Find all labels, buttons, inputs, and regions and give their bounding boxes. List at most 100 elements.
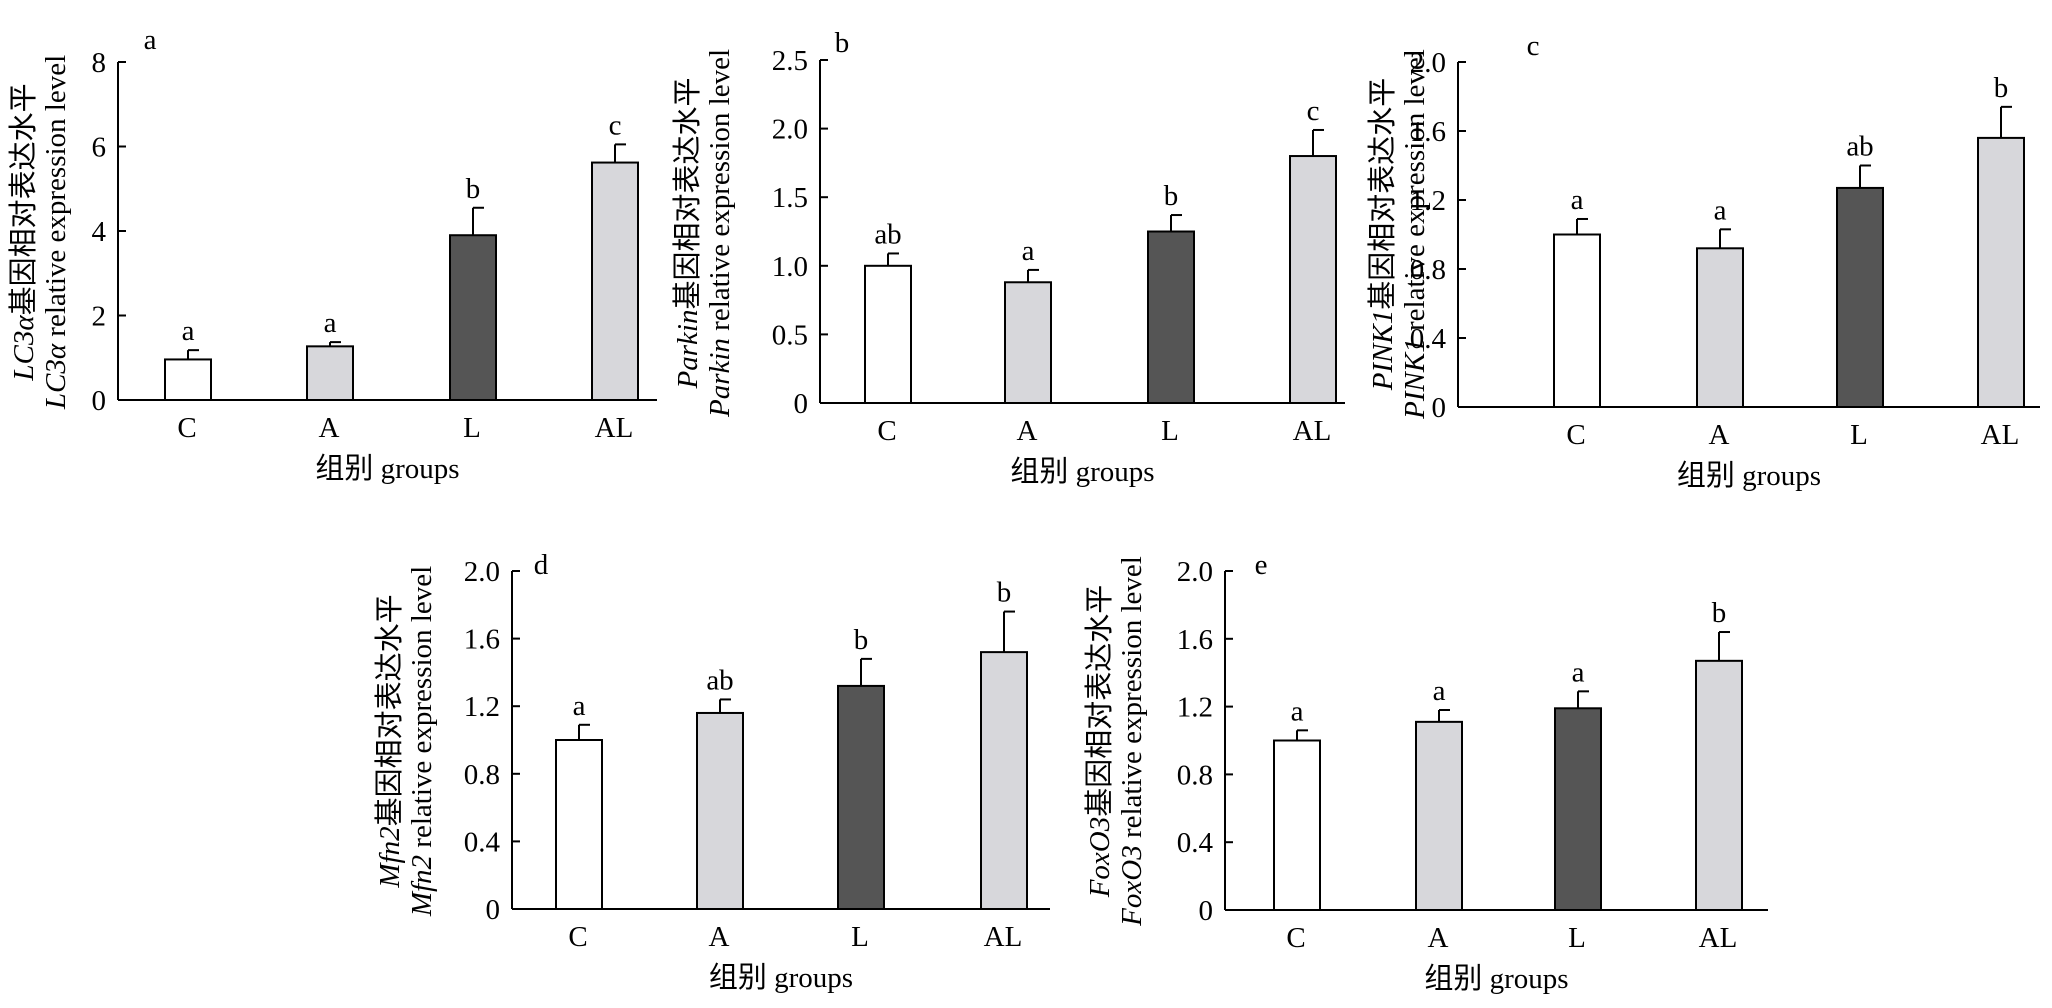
bar-AL	[591, 161, 639, 401]
gene-name: LC3α	[8, 315, 40, 382]
chart-panel-a: 0 2 4 6 8 a Ca Ab Lc AL 组别 groups a LC3α基因相对表达水平LC3α…	[7, 24, 657, 485]
significance-label-A: a	[324, 307, 337, 339]
y-axis-title-text: 基因相对表达水平	[7, 83, 40, 315]
bar-C	[555, 739, 603, 910]
x-tick-label-AL: AL	[984, 921, 1023, 953]
x-axis-title: 组别 groups	[1424, 962, 1568, 995]
y-tick-label: 0	[1199, 895, 1214, 927]
y-axis-title-zh: Mfn2基因相对表达水平	[373, 594, 406, 888]
significance-label-L: ab	[1846, 131, 1873, 163]
chart-panel-d: 0 0.4 0.8 1.2 1.6 2.0 a Cab Ab Lb AL 组别 groups d Mfn2…	[373, 549, 1050, 994]
y-tick-label: 1.6	[464, 624, 500, 656]
x-tick-label-C: C	[1566, 419, 1585, 451]
gene-name: FoxO3	[1084, 817, 1116, 899]
x-tick-label-C: C	[177, 412, 196, 444]
gene-name: PINK1	[1367, 310, 1399, 392]
gene-name: Mfn2	[406, 855, 438, 917]
panel-label: d	[534, 549, 549, 581]
bar-AL	[1977, 136, 2025, 408]
y-tick-label: 2.5	[772, 45, 808, 77]
significance-label-AL: c	[1307, 95, 1320, 127]
significance-label-A: a	[1022, 235, 1035, 267]
y-axis-title-text: relative expression level	[704, 49, 736, 338]
bar-C	[1273, 739, 1321, 911]
y-tick-label: 0.5	[772, 319, 808, 351]
y-tick-label: 0.8	[464, 759, 500, 791]
bar-A	[1415, 720, 1463, 911]
x-axis-title: 组别 groups	[709, 961, 853, 994]
bar-L	[1147, 230, 1195, 404]
x-tick-label-AL: AL	[1293, 415, 1332, 447]
y-axis-title-en: Parkin relative expression level	[704, 49, 736, 418]
gene-name: Parkin	[672, 310, 704, 390]
significance-label-L: b	[1164, 180, 1179, 212]
x-tick-label-L: L	[1850, 419, 1868, 451]
y-axis-title-text: 基因相对表达水平	[373, 594, 406, 826]
x-tick-label-L: L	[851, 921, 869, 953]
x-tick-label-L: L	[1161, 415, 1179, 447]
bar-A	[1004, 281, 1052, 405]
significance-label-C: a	[182, 315, 195, 347]
bar-A	[1696, 247, 1744, 408]
bar-C	[1553, 233, 1601, 408]
bar-C	[864, 264, 912, 404]
significance-label-L: a	[1572, 656, 1585, 688]
significance-label-AL: b	[1994, 72, 2009, 104]
x-tick-label-A: A	[319, 412, 340, 444]
y-tick-label: 2	[92, 301, 107, 333]
y-axis-title-en: PINK1 relative expression level	[1399, 49, 1431, 420]
y-axis-title-text: relative expression level	[1116, 556, 1148, 845]
y-tick-label: 0	[1432, 392, 1447, 424]
gene-name: Mfn2	[374, 826, 406, 888]
y-tick-label: 6	[92, 132, 107, 164]
bar-AL	[1289, 155, 1337, 404]
y-tick-label: 1.5	[772, 182, 808, 214]
y-tick-label: 1.2	[1177, 692, 1213, 724]
y-axis-title-text: 基因相对表达水平	[671, 78, 704, 310]
bar-C	[164, 358, 212, 402]
y-tick-label: 0.4	[1177, 827, 1214, 859]
y-tick-label: 0	[486, 894, 501, 926]
panel-label: b	[835, 27, 850, 59]
x-tick-label-C: C	[1286, 922, 1305, 954]
significance-label-A: a	[1714, 194, 1727, 226]
bar-A	[696, 711, 744, 911]
y-tick-label: 0	[92, 385, 107, 417]
bar-AL	[980, 651, 1028, 910]
panel-label: a	[144, 24, 157, 56]
y-axis-title-text: 基因相对表达水平	[1083, 585, 1116, 817]
significance-label-AL: b	[997, 577, 1012, 609]
y-tick-label: 4	[92, 216, 107, 248]
significance-label-AL: c	[609, 109, 622, 141]
y-tick-label: 2.0	[772, 114, 808, 146]
panel-label: c	[1527, 30, 1540, 62]
bar-L	[837, 684, 885, 910]
significance-label-C: a	[1291, 695, 1304, 727]
y-tick-label: 0.4	[1410, 323, 1447, 355]
gene-name: PINK1	[1399, 338, 1431, 420]
y-tick-label: 0.8	[1177, 759, 1213, 791]
x-tick-label-C: C	[568, 921, 587, 953]
y-tick-label: 2.0	[1410, 47, 1446, 79]
y-axis-title-en: Mfn2 relative expression level	[406, 566, 438, 917]
bar-AL	[1695, 659, 1743, 912]
gene-name: LC3α	[40, 343, 72, 410]
bar-L	[1554, 707, 1602, 911]
x-tick-label-AL: AL	[1981, 419, 2020, 451]
y-axis-title-zh: Parkin基因相对表达水平	[671, 78, 704, 390]
gene-name: Parkin	[704, 338, 736, 418]
bar-L	[1836, 186, 1884, 408]
x-tick-label-A: A	[709, 921, 730, 953]
y-tick-label: 2.0	[464, 556, 500, 588]
x-tick-label-C: C	[877, 415, 896, 447]
y-tick-label: 0.8	[1410, 254, 1446, 286]
y-tick-label: 2.0	[1177, 556, 1213, 588]
x-tick-label-A: A	[1428, 922, 1449, 954]
y-tick-label: 1.6	[1177, 624, 1213, 656]
significance-label-C: a	[573, 690, 586, 722]
y-tick-label: 1.0	[772, 251, 808, 283]
gene-name: FoxO3	[1116, 845, 1148, 927]
y-axis-title-zh: LC3α基因相对表达水平	[7, 83, 40, 381]
y-axis-title-text: relative expression level	[40, 55, 72, 344]
